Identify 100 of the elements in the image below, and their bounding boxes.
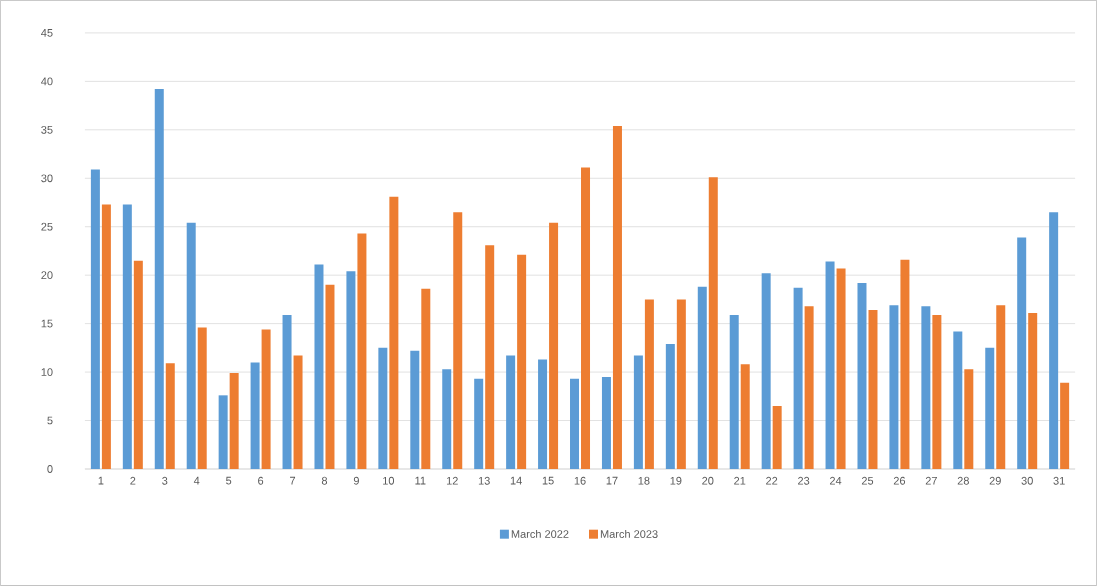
x-tick-label: 29 <box>989 476 1001 485</box>
y-tick-label: 15 <box>41 319 53 328</box>
bar <box>953 331 963 470</box>
bar <box>325 284 335 470</box>
bar <box>644 299 654 470</box>
x-tick-label: 2 <box>130 476 136 485</box>
bar <box>346 271 356 470</box>
bar <box>836 268 846 470</box>
y-tick-label: 0 <box>47 465 53 473</box>
x-tick-label: 7 <box>290 476 296 485</box>
bar <box>996 305 1006 470</box>
bar <box>517 254 527 470</box>
x-tick-label: 6 <box>258 476 264 485</box>
x-tick-label: 9 <box>353 476 359 485</box>
bar <box>90 169 100 470</box>
bar <box>197 327 207 470</box>
bar <box>612 125 622 470</box>
bar <box>133 260 143 470</box>
x-tick-label: 19 <box>670 476 682 485</box>
bar <box>154 89 164 470</box>
bar <box>633 355 643 470</box>
bar <box>389 196 399 470</box>
bar <box>761 273 771 470</box>
x-tick-label: 22 <box>766 476 778 485</box>
x-tick-label: 11 <box>415 476 426 485</box>
x-tick-label: 31 <box>1053 476 1065 485</box>
bar <box>261 329 271 470</box>
y-tick-label: 30 <box>41 174 53 183</box>
bar <box>921 306 931 470</box>
x-tick-label: 15 <box>542 476 554 485</box>
x-tick-label: 26 <box>893 476 906 485</box>
y-tick-label: 10 <box>41 368 53 377</box>
legend-label: March 2022 <box>511 529 569 539</box>
bar <box>410 350 420 470</box>
x-tick-label: 14 <box>510 476 522 485</box>
x-tick-label: 17 <box>606 476 618 485</box>
bar <box>793 287 803 470</box>
bar <box>229 373 239 470</box>
bar <box>1060 382 1070 470</box>
y-tick-label: 40 <box>41 77 53 86</box>
x-tick-label: 8 <box>321 476 328 485</box>
bar <box>804 306 814 470</box>
x-tick-label: 25 <box>861 476 874 485</box>
bar <box>122 204 132 470</box>
bar <box>186 222 196 470</box>
bar <box>1028 313 1038 470</box>
bar <box>282 314 292 470</box>
x-tick-label: 4 <box>193 476 200 485</box>
x-tick-label: 27 <box>925 476 937 485</box>
y-tick-label: 35 <box>41 125 53 134</box>
bar <box>964 369 974 470</box>
bar <box>985 347 995 470</box>
legend-label: March 2023 <box>600 529 658 539</box>
bar <box>857 282 867 470</box>
x-tick-label: 1 <box>98 476 104 485</box>
y-tick-label: 5 <box>47 416 53 425</box>
bar <box>676 299 686 470</box>
x-tick-label: 24 <box>829 476 842 485</box>
x-tick-label: 5 <box>226 476 232 485</box>
bar <box>442 369 452 470</box>
bar <box>421 288 431 470</box>
bar <box>729 314 739 470</box>
bar <box>697 286 707 470</box>
x-tick-label: 16 <box>574 476 586 485</box>
y-tick-label: 25 <box>41 222 53 231</box>
bar <box>538 359 548 470</box>
bar <box>900 259 910 470</box>
x-tick-label: 20 <box>702 476 714 485</box>
bar <box>570 378 580 470</box>
bar <box>165 363 175 470</box>
bar <box>485 245 495 470</box>
x-tick-label: 18 <box>638 476 650 485</box>
y-tick-label: 45 <box>41 29 53 37</box>
bar <box>772 406 782 470</box>
x-tick-label: 23 <box>798 476 810 485</box>
x-tick-label: 13 <box>478 476 490 485</box>
bar <box>740 364 750 470</box>
bar <box>1049 212 1059 470</box>
bar <box>378 347 388 470</box>
x-tick-label: 21 <box>734 476 746 485</box>
bar <box>1017 237 1027 470</box>
bar <box>601 376 611 470</box>
bar <box>101 204 111 470</box>
bar <box>474 378 484 470</box>
bar <box>250 362 260 470</box>
bar <box>581 167 591 470</box>
bar <box>218 395 228 470</box>
bar <box>889 305 899 470</box>
bar <box>868 310 878 470</box>
bar <box>293 355 303 470</box>
bar <box>932 314 942 470</box>
bar <box>453 212 463 470</box>
x-tick-label: 12 <box>446 476 458 485</box>
x-tick-label: 28 <box>957 476 969 485</box>
bar <box>665 344 675 470</box>
bar <box>549 222 559 470</box>
x-tick-label: 3 <box>162 476 168 485</box>
y-tick-label: 20 <box>41 271 53 280</box>
bar <box>506 355 516 470</box>
bar <box>825 261 835 470</box>
